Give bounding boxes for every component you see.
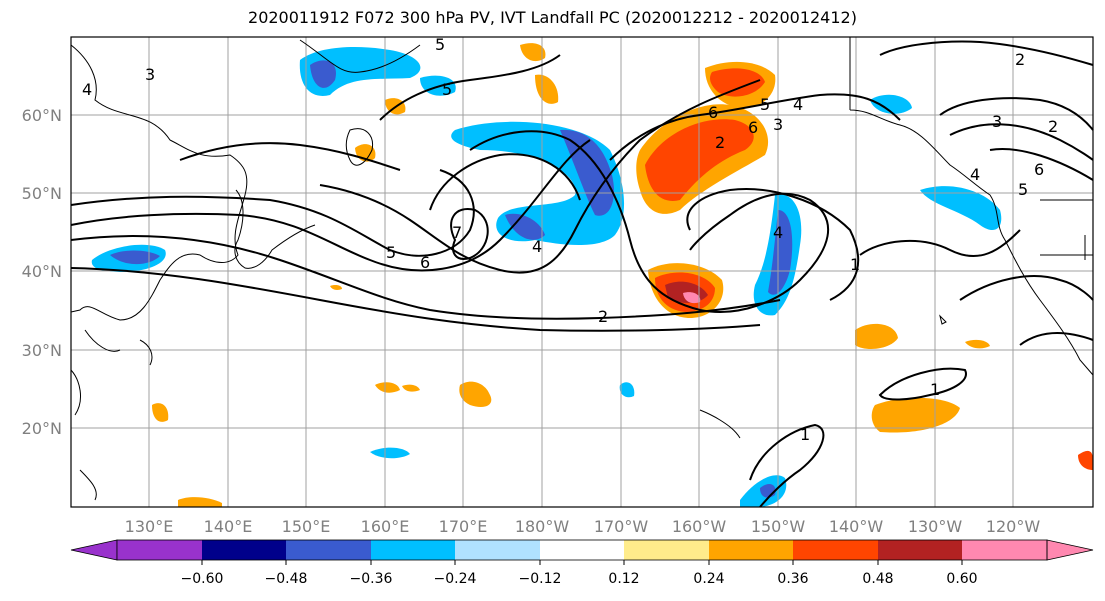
lon-label: 140°W: [829, 517, 884, 536]
map-title: 2020011912 F072 300 hPa PV, IVT Landfall…: [248, 8, 857, 27]
colorbar-cell: [455, 540, 540, 560]
contour-label: 1: [800, 425, 810, 444]
graticule: [71, 37, 1093, 507]
contour-label: 5: [435, 35, 445, 54]
contour-label: 2: [715, 133, 725, 152]
contour-label: 5: [386, 243, 396, 262]
contour-label: 4: [532, 237, 542, 256]
contour-label: 4: [82, 80, 92, 99]
colorbar: −0.60 −0.48 −0.36 −0.24 −0.12 0.12 0.24 …: [70, 539, 1094, 587]
colorbar-tick: −0.24: [434, 571, 477, 587]
lon-label: 180°W: [515, 517, 570, 536]
lon-label: 170°W: [594, 517, 649, 536]
lon-label: 130°E: [125, 517, 174, 536]
contour-label: 2: [598, 307, 608, 326]
contour-label: 1: [930, 380, 940, 399]
colorbar-extend-low: [70, 539, 118, 561]
colorbar-tick: 0.12: [608, 571, 639, 587]
contour-label: 6: [420, 253, 430, 272]
colorbar-tick: 0.36: [777, 571, 808, 587]
colorbar-tick: −0.48: [265, 571, 308, 587]
colorbar-cell: [709, 540, 793, 560]
lat-label: 20°N: [22, 419, 62, 438]
colorbar-tick: −0.12: [519, 571, 562, 587]
contour-label: 4: [970, 165, 980, 184]
contour-label: 3: [773, 115, 783, 134]
contour-label: 6: [748, 118, 758, 137]
colorbar-cell: [371, 540, 455, 560]
contour-label: 1: [850, 255, 860, 274]
lon-label: 130°W: [908, 517, 963, 536]
lat-label: 50°N: [22, 184, 62, 203]
contour-label: 5: [760, 95, 770, 114]
lat-label: 60°N: [22, 106, 62, 125]
contour-label: 3: [992, 112, 1002, 131]
colorbar-tick: 0.48: [862, 571, 893, 587]
lat-label: 30°N: [22, 341, 62, 360]
lon-label: 150°W: [751, 517, 806, 536]
lat-label: 40°N: [22, 262, 62, 281]
colorbar-tick: 0.24: [693, 571, 724, 587]
colorbar-tick: 0.60: [946, 571, 977, 587]
colorbar-cell: [117, 540, 202, 560]
colorbar-tick: −0.60: [181, 571, 224, 587]
colorbar-cell: [878, 540, 962, 560]
contour-label: 5: [442, 80, 452, 99]
contour-label: 3: [145, 65, 155, 84]
contour-label: 5: [1018, 180, 1028, 199]
colorbar-tick: −0.36: [350, 571, 393, 587]
contour-label: 2: [1015, 50, 1025, 69]
lon-label: 150°E: [282, 517, 331, 536]
latitude-labels: 60°N 50°N 40°N 30°N 20°N: [22, 106, 62, 438]
colorbar-cell: [286, 540, 371, 560]
contour-label: 6: [1034, 160, 1044, 179]
longitude-labels: 130°E 140°E 150°E 160°E 170°E 180°W 170°…: [125, 517, 1041, 536]
contour-label: 7: [452, 223, 462, 242]
lon-label: 160°W: [672, 517, 727, 536]
pv-contours: [70, 40, 1094, 508]
contour-labels: 3 4 5 2 6 5 4 3 6 2 7 5 6 4 4 5 1 3 2 6 …: [82, 35, 1058, 444]
colorbar-cell: [540, 540, 624, 560]
map-panel: 3 4 5 2 6 5 4 3 6 2 7 5 6 4 4 5 1 3 2 6 …: [70, 35, 1094, 508]
lon-label: 140°E: [204, 517, 253, 536]
contour-label: 2: [1048, 117, 1058, 136]
contour-label: 4: [773, 223, 783, 242]
contour-label: 6: [708, 103, 718, 122]
lon-label: 120°W: [986, 517, 1041, 536]
colorbar-cell: [202, 540, 286, 560]
lon-label: 160°E: [361, 517, 410, 536]
colorbar-cell: [962, 540, 1047, 560]
colorbar-cell: [793, 540, 878, 560]
colorbar-cell: [624, 540, 709, 560]
contour-label: 4: [793, 95, 803, 114]
lon-label: 170°E: [439, 517, 488, 536]
colorbar-extend-high: [1046, 539, 1094, 561]
coastlines: [70, 37, 1094, 501]
